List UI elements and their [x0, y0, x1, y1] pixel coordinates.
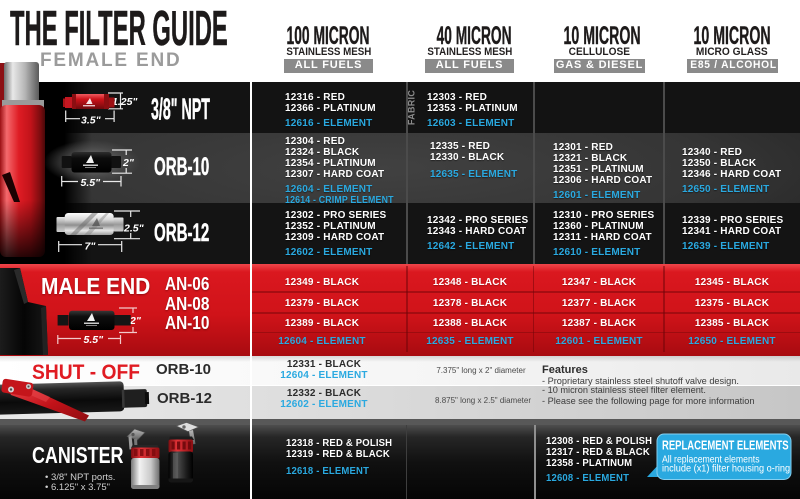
- svg-text:5.5": 5.5": [81, 177, 102, 189]
- svg-text:3.5": 3.5": [81, 115, 102, 127]
- svg-text:include (x1) filter housing o-: include (x1) filter housing o-ring: [662, 463, 790, 474]
- svg-text:All replacement elements: All replacement elements: [662, 454, 760, 465]
- svg-text:2": 2": [122, 157, 135, 169]
- svg-text:7": 7": [85, 241, 97, 253]
- svg-text:2": 2": [129, 315, 142, 327]
- svg-text:2.5": 2.5": [123, 223, 145, 235]
- svg-text:1.25": 1.25": [112, 96, 138, 108]
- svg-text:5.5": 5.5": [84, 334, 105, 346]
- svg-text:REPLACEMENT ELEMENTS: REPLACEMENT ELEMENTS: [662, 439, 789, 453]
